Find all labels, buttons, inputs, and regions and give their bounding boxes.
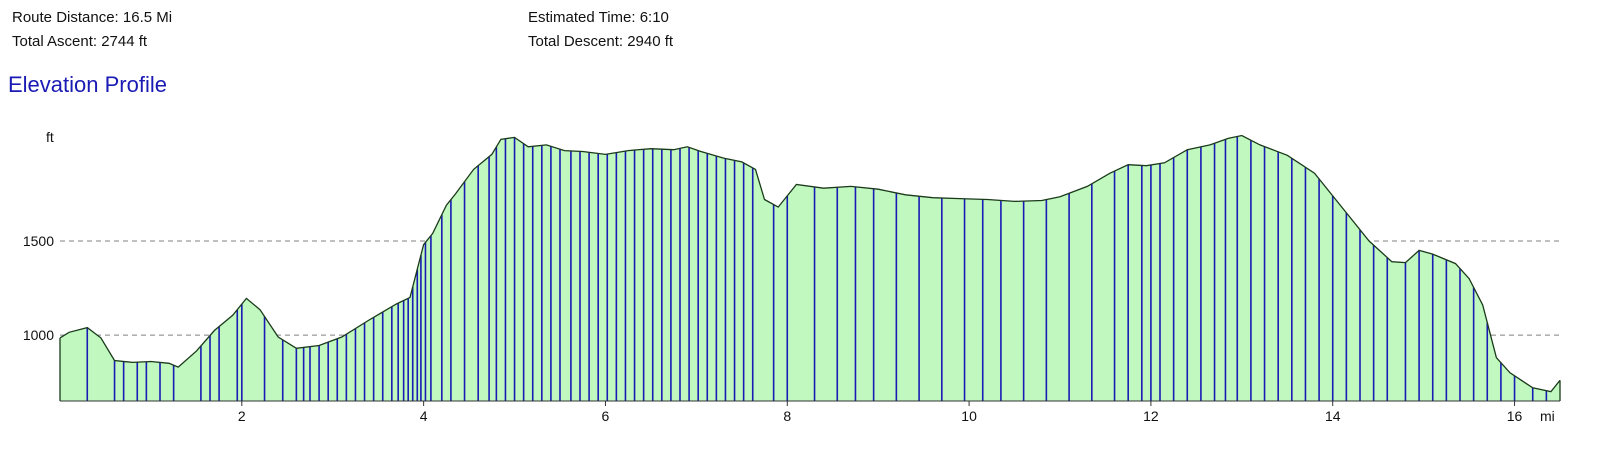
- y-tick-label: 1500: [23, 233, 54, 249]
- x-axis-label: mi: [1540, 408, 1555, 424]
- x-tick-label: 8: [783, 408, 791, 424]
- total-ascent: Total Ascent: 2744 ft: [12, 33, 148, 50]
- estimated-time: Estimated Time: 6:10: [528, 9, 669, 26]
- total-descent: Total Descent: 2940 ft: [528, 33, 674, 50]
- x-tick-label: 6: [602, 408, 610, 424]
- elevation-line: [59, 134, 1561, 393]
- waypoint-markers: [86, 136, 1548, 401]
- elevation-fill: [60, 135, 1560, 401]
- axis-ticks: 1000 1500 2 4 6 8 10 12 14 16: [23, 233, 1523, 424]
- x-tick-label: 12: [1143, 408, 1159, 424]
- x-tick-label: 10: [961, 408, 977, 424]
- x-tick-label: 4: [420, 408, 428, 424]
- y-axis-label: ft: [46, 129, 54, 145]
- y-tick-label: 1000: [23, 327, 54, 343]
- elevation-area: [60, 135, 1560, 401]
- route-distance: Route Distance: 16.5 Mi: [12, 9, 173, 26]
- x-tick-label: 2: [238, 408, 246, 424]
- x-tick-label: 16: [1507, 408, 1523, 424]
- chart-title: Elevation Profile: [8, 72, 167, 97]
- x-tick-label: 14: [1325, 408, 1341, 424]
- elevation-outline: [59, 134, 1561, 402]
